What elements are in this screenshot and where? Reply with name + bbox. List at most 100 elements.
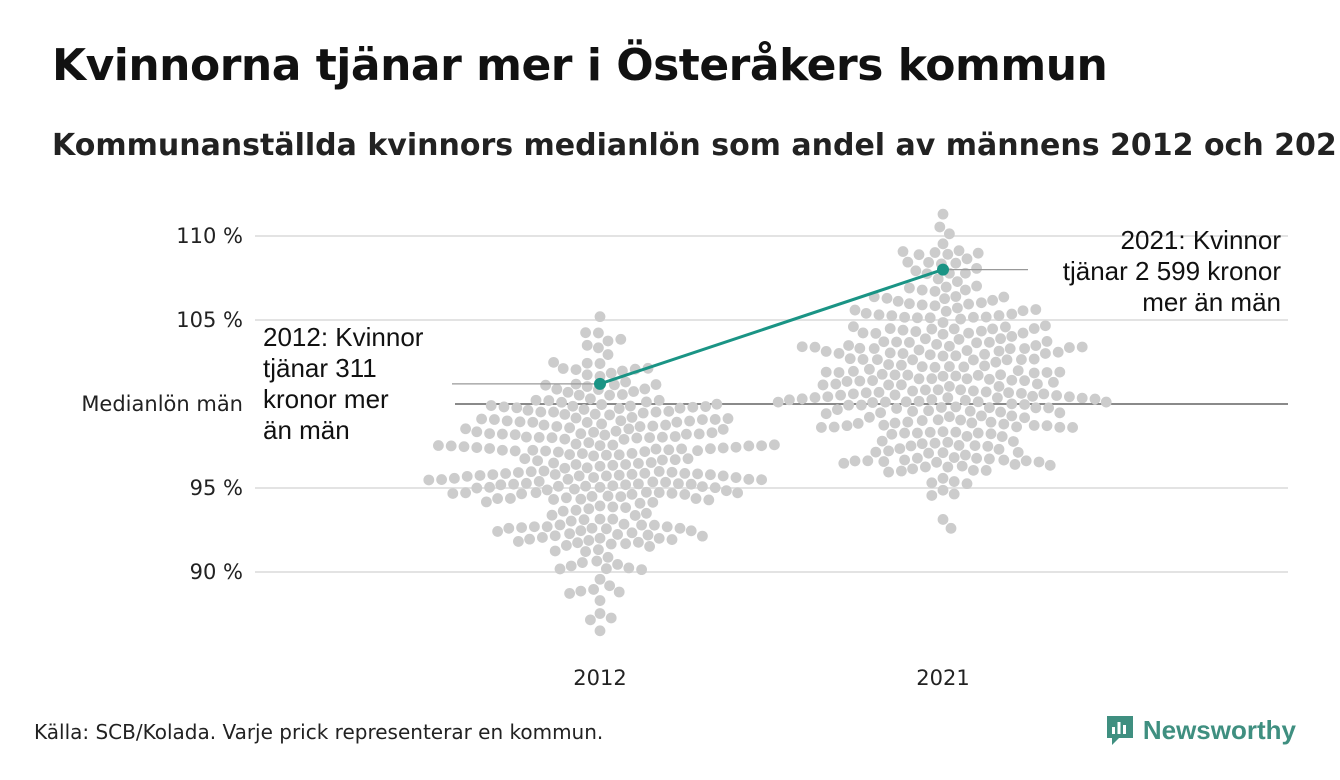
municipality-dot xyxy=(567,400,579,412)
municipality-dot xyxy=(969,440,981,452)
municipality-dot xyxy=(868,343,880,354)
municipality-dot xyxy=(609,379,620,391)
y-tick-label: 105 % xyxy=(176,308,243,332)
municipality-dot xyxy=(976,410,987,422)
municipality-dot xyxy=(843,399,854,411)
municipality-dot xyxy=(514,416,526,428)
municipality-dot xyxy=(564,588,575,599)
municipality-dot xyxy=(1040,348,1051,359)
municipality-dot xyxy=(1006,374,1018,386)
municipality-dot xyxy=(937,514,949,525)
municipality-dot xyxy=(666,487,678,499)
municipality-dot xyxy=(979,360,990,372)
municipality-dot xyxy=(1040,320,1051,332)
municipality-dot xyxy=(952,302,963,314)
municipality-dot xyxy=(663,405,675,417)
municipality-dot xyxy=(588,584,599,595)
municipality-dot xyxy=(594,532,606,544)
municipality-dot xyxy=(575,493,587,505)
municipality-dot xyxy=(625,400,636,412)
y-tick-label: 110 % xyxy=(176,224,243,248)
municipality-dot xyxy=(577,448,588,460)
municipality-dot xyxy=(631,432,643,444)
municipality-dot xyxy=(620,376,631,388)
municipality-dot xyxy=(849,304,861,316)
municipality-dot xyxy=(474,470,486,481)
municipality-dot xyxy=(594,311,606,323)
label-layer: 90 % 95 % Medianlön män 105 % 110 % 2012 2021 2… xyxy=(81,224,1281,690)
municipality-dot xyxy=(697,530,708,542)
municipality-dot xyxy=(697,481,708,493)
municipality-dot xyxy=(937,426,949,438)
municipality-dot xyxy=(615,333,627,345)
municipality-dot xyxy=(591,555,603,567)
municipality-dot xyxy=(1028,367,1040,379)
municipality-dot xyxy=(639,446,651,458)
municipality-dot xyxy=(844,353,856,365)
municipality-dot xyxy=(971,280,982,292)
municipality-dot xyxy=(620,538,631,550)
newsworthy-logo-icon xyxy=(1106,716,1133,745)
municipality-dot xyxy=(647,496,659,508)
x-tick-label: 2012 xyxy=(573,666,626,690)
municipality-dot xyxy=(926,394,938,405)
municipality-dot xyxy=(543,395,555,406)
municipality-dot xyxy=(585,614,596,626)
municipality-dot xyxy=(649,519,660,531)
municipality-dot xyxy=(570,364,582,376)
municipality-dot xyxy=(669,454,681,466)
municipality-dot xyxy=(998,291,1010,303)
municipality-dot xyxy=(1006,331,1018,342)
municipality-dot xyxy=(1006,398,1018,410)
municipality-dot xyxy=(960,449,971,461)
municipality-dot xyxy=(849,455,861,467)
municipality-dot xyxy=(513,536,524,547)
municipality-dot xyxy=(634,421,646,432)
municipality-dot xyxy=(920,461,931,473)
municipality-dot xyxy=(913,249,925,261)
municipality-dot xyxy=(889,369,901,381)
municipality-dot xyxy=(889,389,901,401)
municipality-dot xyxy=(920,384,931,396)
municipality-dot xyxy=(955,384,966,396)
municipality-dot xyxy=(896,359,907,371)
municipality-dot xyxy=(937,447,949,459)
municipality-dot xyxy=(1000,321,1011,333)
municipality-dot xyxy=(937,472,949,484)
municipality-dot xyxy=(626,411,638,423)
municipality-dot xyxy=(570,459,582,470)
municipality-dot xyxy=(905,440,917,452)
municipality-dot xyxy=(593,327,604,339)
municipality-dot xyxy=(629,510,641,521)
municipality-dot xyxy=(1054,407,1066,419)
municipality-dot xyxy=(968,385,979,397)
municipality-dot xyxy=(883,445,894,457)
brand[interactable]: Newsworthy xyxy=(1105,714,1296,746)
municipality-dot xyxy=(679,467,691,479)
municipality-dot xyxy=(709,482,721,494)
municipality-dot xyxy=(657,454,668,466)
municipality-dot xyxy=(904,298,915,310)
municipality-dot xyxy=(516,522,527,534)
municipality-dot xyxy=(581,462,593,474)
municipality-dot xyxy=(876,435,888,447)
municipality-dot xyxy=(929,300,941,312)
municipality-dot xyxy=(489,414,500,425)
municipality-dot xyxy=(926,490,938,501)
municipality-dot xyxy=(580,546,591,557)
municipality-dot xyxy=(653,532,665,544)
municipality-dot xyxy=(570,504,582,516)
municipality-dot xyxy=(690,493,702,504)
municipality-dot xyxy=(495,479,507,491)
dots-layer xyxy=(423,208,1112,637)
municipality-dot xyxy=(1064,391,1075,403)
municipality-dot xyxy=(674,402,686,414)
municipality-dot xyxy=(717,442,729,454)
y-tick-label: 95 % xyxy=(190,476,243,500)
municipality-dot xyxy=(674,522,686,534)
municipality-dot xyxy=(1019,375,1030,387)
municipality-dot xyxy=(717,423,729,435)
municipality-dot xyxy=(968,311,979,323)
municipality-dot xyxy=(897,324,909,336)
municipality-dot xyxy=(883,359,894,370)
